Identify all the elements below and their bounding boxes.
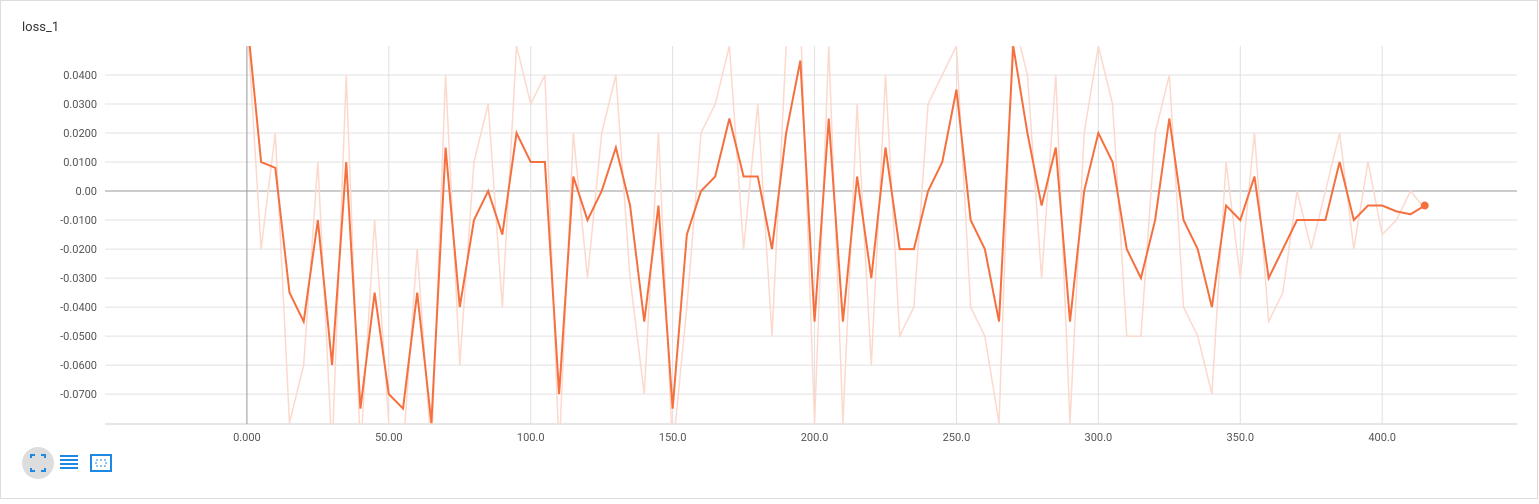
log-icon — [95, 459, 107, 467]
x-tick-label: 350.0 — [1226, 431, 1254, 444]
y-tick-label: 0.0400 — [63, 69, 97, 82]
log-button[interactable] — [90, 454, 112, 472]
x-tick-label: 100.0 — [517, 431, 545, 444]
x-tick-label: 300.0 — [1085, 431, 1113, 444]
x-tick-label: 0.000 — [233, 431, 261, 444]
y-tick-label: -0.0400 — [60, 301, 97, 314]
data-button[interactable] — [60, 455, 78, 469]
y-tick-label: -0.0100 — [60, 214, 97, 227]
chart-title: loss_1 — [22, 20, 59, 35]
x-tick-label: 200.0 — [801, 431, 829, 444]
y-tick-label: 0.0300 — [63, 98, 97, 111]
x-tick-label: 250.0 — [943, 431, 971, 444]
y-tick-label: -0.0700 — [60, 388, 97, 401]
x-tick-label: 150.0 — [659, 431, 687, 444]
y-tick-label: -0.0600 — [60, 359, 97, 372]
series-line — [247, 46, 1426, 424]
series-line — [248, 46, 1426, 424]
y-tick-label: 0.0100 — [63, 156, 97, 169]
y-tick-label: -0.0300 — [60, 272, 97, 285]
toolbar — [22, 447, 112, 479]
y-tick-label: -0.0200 — [60, 243, 97, 256]
fit-icon — [30, 454, 46, 472]
x-tick-label: 50.00 — [375, 431, 403, 444]
x-tick-label: 400.0 — [1368, 431, 1396, 444]
y-tick-label: 0.00 — [76, 185, 97, 198]
y-tick-label: -0.0500 — [60, 330, 97, 343]
last-point — [1420, 201, 1429, 210]
fit-button[interactable] — [22, 447, 54, 479]
y-tick-label: 0.0200 — [63, 127, 97, 140]
